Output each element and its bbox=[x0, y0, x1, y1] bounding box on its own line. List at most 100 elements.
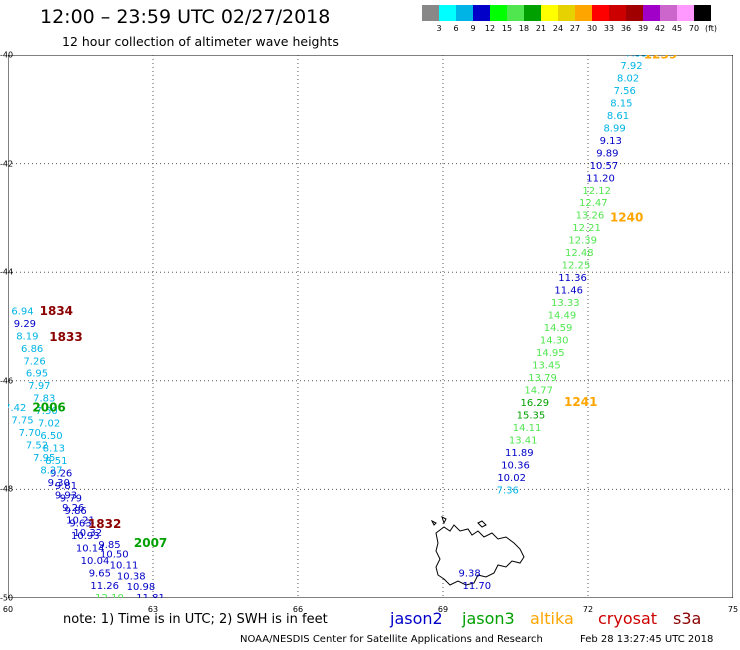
wave-height-value: 14.11 bbox=[513, 423, 542, 434]
wave-height-value: 14.77 bbox=[524, 386, 553, 397]
wave-height-value: 9.63 bbox=[69, 519, 91, 530]
color-scale-swatch bbox=[541, 5, 558, 21]
wave-height-value: 9.30 bbox=[48, 478, 70, 489]
wave-height-value: 13.26 bbox=[576, 211, 605, 222]
latitude-label: -48 bbox=[0, 484, 14, 494]
wave-height-value: 11.81 bbox=[136, 593, 165, 598]
wave-height-value: 9.79 bbox=[60, 494, 82, 505]
wave-height-value: 8.51 bbox=[45, 456, 67, 467]
wave-height-value: 8.13 bbox=[43, 444, 65, 455]
wave-height-value: 11.89 bbox=[505, 448, 534, 459]
wave-height-value: 8.61 bbox=[607, 111, 629, 122]
wave-height-value: 7.36 bbox=[497, 485, 519, 496]
color-scale-swatch bbox=[524, 5, 541, 21]
wave-height-value: 7.75 bbox=[11, 415, 33, 426]
pass-number-label: 1832 bbox=[88, 517, 121, 531]
satellite-legend-cryosat: cryosat bbox=[598, 609, 658, 628]
color-scale-label: 24 bbox=[552, 24, 564, 33]
longitude-label: 72 bbox=[582, 605, 594, 614]
pass-number-label: 1834 bbox=[40, 304, 73, 318]
wave-height-value: 7.95 bbox=[33, 453, 55, 464]
wave-height-value: 9.38 bbox=[458, 569, 480, 580]
wave-height-value: 9.26 bbox=[50, 469, 72, 480]
wave-height-value: 7.97 bbox=[28, 381, 50, 392]
wave-height-value: 8.99 bbox=[603, 123, 625, 134]
color-scale-label: 42 bbox=[654, 24, 666, 33]
satellite-legend-jason2: jason2 bbox=[390, 609, 443, 628]
wave-height-value: 7.52 bbox=[26, 440, 48, 451]
wave-height-value: 6.95 bbox=[26, 369, 48, 380]
color-scale-swatch bbox=[507, 5, 524, 21]
longitude-label: 63 bbox=[147, 605, 159, 614]
footer-source: NOAA/NESDIS Center for Satellite Applica… bbox=[240, 634, 543, 645]
wave-height-value: 13.41 bbox=[509, 436, 538, 447]
wave-height-value: 8.15 bbox=[610, 98, 632, 109]
wave-height-value: 12.39 bbox=[568, 236, 597, 247]
color-scale-label: 27 bbox=[569, 24, 581, 33]
wave-height-value: 12.48 bbox=[565, 248, 594, 259]
color-scale-swatch bbox=[643, 5, 660, 21]
color-scale-label: 33 bbox=[603, 24, 615, 33]
color-scale-label: 18 bbox=[518, 24, 530, 33]
wave-height-value: 7.26 bbox=[23, 356, 45, 367]
color-scale-swatch bbox=[575, 5, 592, 21]
color-scale-swatch bbox=[609, 5, 626, 21]
color-scale-label: 36 bbox=[620, 24, 632, 33]
wave-height-value: 7.35 bbox=[625, 55, 647, 59]
wave-height-value: 7.56 bbox=[614, 86, 636, 97]
wave-height-value: 9.93 bbox=[55, 490, 77, 501]
satellite-legend-s3a: s3a bbox=[673, 609, 702, 628]
wave-height-points: 7.35 7.928.02 7.568.15 8.618.99 9.139.89 10.5… bbox=[8, 55, 647, 598]
latitude-label: -50 bbox=[0, 593, 14, 603]
wave-height-value: 14.49 bbox=[548, 311, 577, 322]
color-scale-swatch bbox=[660, 5, 677, 21]
color-scale-label: 45 bbox=[671, 24, 683, 33]
color-scale-label: 70 bbox=[688, 24, 700, 33]
wave-height-value: 9.29 bbox=[14, 319, 36, 330]
color-scale-swatch bbox=[558, 5, 575, 21]
color-scale-label: (ft) bbox=[704, 24, 718, 33]
wave-height-value: 12.12 bbox=[582, 186, 611, 197]
wave-height-value: 9.26 bbox=[62, 503, 84, 514]
color-scale-swatch bbox=[592, 5, 609, 21]
wave-height-value: 10.57 bbox=[590, 161, 619, 172]
wave-height-value: 10.50 bbox=[100, 550, 129, 561]
wave-height-value: 15.35 bbox=[517, 411, 546, 422]
wave-height-value: 8.02 bbox=[617, 73, 639, 84]
wave-height-value: 11.26 bbox=[90, 581, 119, 592]
color-scale-label: 9 bbox=[470, 24, 476, 33]
color-scale-swatch bbox=[626, 5, 643, 21]
wave-height-value: 12.21 bbox=[572, 223, 601, 234]
wave-height-value: 13.79 bbox=[528, 373, 557, 384]
wave-height-value: 7.70 bbox=[19, 428, 41, 439]
longitude-label: 69 bbox=[437, 605, 449, 614]
map-title: 12:00 – 23:59 UTC 02/27/2018 bbox=[40, 6, 331, 28]
longitude-label: 60 bbox=[2, 605, 14, 614]
wave-height-map: 7.35 7.928.02 7.568.15 8.618.99 9.139.89 10.5… bbox=[8, 55, 733, 598]
footer-timestamp: Feb 28 13:27:45 UTC 2018 bbox=[580, 634, 714, 645]
wave-height-value: 12.47 bbox=[579, 198, 608, 209]
wave-height-value: 10.21 bbox=[66, 515, 95, 526]
wave-height-value: 10.04 bbox=[81, 556, 110, 567]
wave-height-value: 9.86 bbox=[65, 506, 87, 517]
wave-height-value: 8.27 bbox=[40, 465, 62, 476]
graticule bbox=[8, 55, 733, 598]
wave-height-value: 14.95 bbox=[536, 348, 565, 359]
latitude-label: -46 bbox=[0, 376, 14, 386]
latitude-label: -40 bbox=[0, 50, 14, 60]
color-scale-label: 15 bbox=[501, 24, 513, 33]
wave-height-value: 7.83 bbox=[33, 394, 55, 405]
latitude-label: -44 bbox=[0, 267, 14, 277]
color-scale-label: 3 bbox=[436, 24, 442, 33]
wave-height-value: 10.02 bbox=[497, 473, 526, 484]
wave-height-value: 7.42 bbox=[8, 403, 26, 414]
color-scale-swatch bbox=[473, 5, 490, 21]
wave-height-value: 7.02 bbox=[38, 419, 60, 430]
legend-note: note: 1) Time is in UTC; 2) SWH is in fe… bbox=[63, 612, 328, 627]
wave-height-value: 11.70 bbox=[463, 581, 492, 592]
color-scale-swatch bbox=[439, 5, 456, 21]
wave-height-value: 11.20 bbox=[586, 173, 615, 184]
wave-height-value: 11.36 bbox=[558, 273, 587, 284]
color-scale-label: 6 bbox=[453, 24, 459, 33]
map-subtitle: 12 hour collection of altimeter wave hei… bbox=[62, 34, 339, 49]
